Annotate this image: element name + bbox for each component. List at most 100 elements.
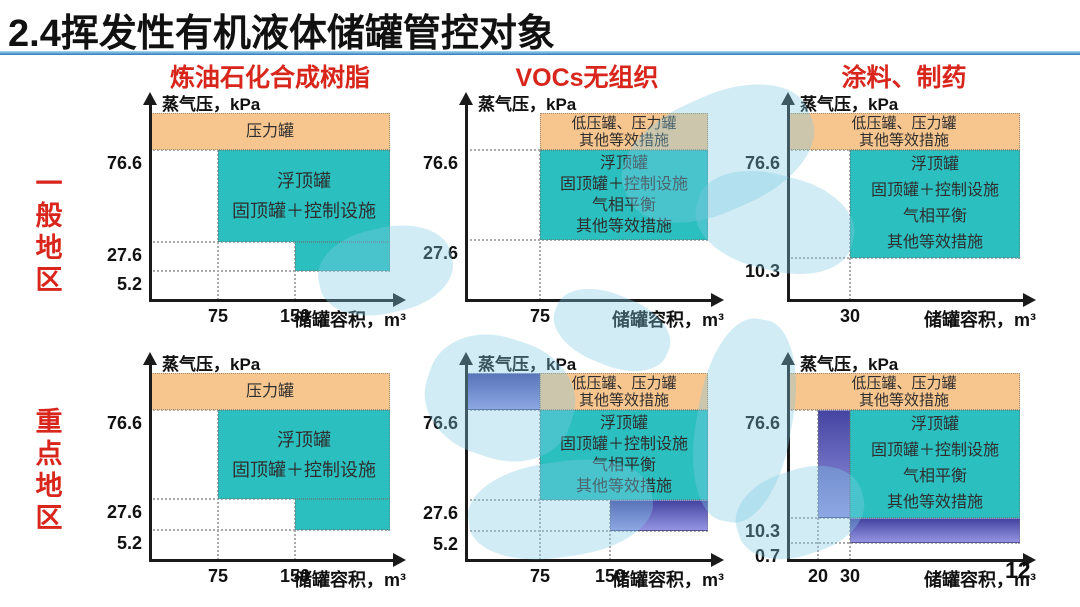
y-axis-label: 蒸气压，kPa xyxy=(162,95,261,114)
region-label-line: 气相平衡 xyxy=(902,208,967,225)
y-tick-label: 10.3 xyxy=(744,521,780,541)
gridline-10.3-kpa xyxy=(788,257,1020,259)
y-axis-arrow xyxy=(781,352,795,365)
region-label-line: 压力罐 xyxy=(245,382,294,400)
y-axis xyxy=(465,102,468,302)
gridline-5.2-kpa xyxy=(466,530,708,532)
region-label-line: 浮顶罐 xyxy=(599,415,648,432)
x-tick-label: 150 xyxy=(594,566,626,586)
y-tick-label: 27.6 xyxy=(422,243,458,263)
y-tick-label: 5.2 xyxy=(116,274,142,294)
region-label-line: 其他等效措施 xyxy=(575,478,672,495)
y-axis-label: 蒸气压，kPa xyxy=(478,355,577,374)
y-tick-label: 76.6 xyxy=(422,153,458,173)
x-axis-label: 储罐容积，m³ xyxy=(924,570,1036,590)
gridline-27.6-kpa xyxy=(150,241,390,243)
region-label-line: 低压罐、压力罐 xyxy=(571,374,677,392)
x-axis-arrow xyxy=(393,293,406,307)
x-axis xyxy=(787,559,1025,562)
region-pressure-tank-zone: 低压罐、压力罐 其他等效措施 xyxy=(788,113,1020,150)
region-floating-roof-zone: 浮顶罐固顶罐＋控制设施 xyxy=(218,150,390,242)
y-tick-label: 76.6 xyxy=(744,153,780,173)
x-axis-arrow xyxy=(393,553,406,567)
y-axis-arrow xyxy=(459,352,473,365)
y-axis xyxy=(465,362,468,562)
region-label-line: 低压罐、压力罐 xyxy=(851,374,957,392)
x-axis-label: 储罐容积，m³ xyxy=(294,570,406,590)
region-label-line: 气相平衡 xyxy=(591,197,656,214)
x-tick-label: 75 xyxy=(529,566,551,586)
x-tick-label: 150 xyxy=(279,306,311,326)
region-label-line: 压力罐 xyxy=(245,122,294,140)
y-axis-arrow xyxy=(459,92,473,105)
column-header-refining: 炼油石化合成树脂 xyxy=(169,64,370,92)
x-axis-arrow xyxy=(711,553,724,567)
region-label-line: 其他等效措施 xyxy=(886,494,983,511)
y-tick-label: 5.2 xyxy=(116,533,142,553)
x-axis-arrow xyxy=(711,293,724,307)
region-enhanced-control-zone xyxy=(610,500,708,531)
region-pressure-tank-zone: 压力罐 xyxy=(150,113,390,150)
gridline-27.6-kpa xyxy=(466,499,708,501)
page-number: 12 xyxy=(1005,557,1031,583)
region-floating-roof-zone: 浮顶罐固顶罐＋控制设施 xyxy=(218,410,390,499)
region-label-line: 低压罐、压力罐 xyxy=(571,114,677,132)
y-tick-label: 76.6 xyxy=(422,413,458,433)
y-axis-arrow xyxy=(143,92,157,105)
y-axis-label: 蒸气压，kPa xyxy=(478,95,577,114)
y-axis-label: 蒸气压，kPa xyxy=(162,355,261,374)
y-tick-label: 0.7 xyxy=(754,546,780,566)
x-tick-label: 20 xyxy=(807,566,829,586)
y-tick-label: 27.6 xyxy=(422,503,458,523)
region-label-line: 其他等效措施 xyxy=(886,234,983,251)
page-title: 2.4挥发性有机液体储罐管控对象 xyxy=(8,13,555,55)
y-axis-label: 蒸气压，kPa xyxy=(800,355,899,374)
region-label-line: 其他等效措施 xyxy=(578,391,669,409)
region-label-line: 低压罐、压力罐 xyxy=(851,114,957,132)
region-floating-roof-zone: 浮顶罐 固顶罐＋控制设施 气相平衡 其他等效措施 xyxy=(850,150,1020,258)
region-floating-roof-zone: 浮顶罐 固顶罐＋控制设施 气相平衡 其他等效措施 xyxy=(540,150,708,240)
x-axis xyxy=(149,299,395,302)
region-floating-roof-zone: 浮顶罐固顶罐＋控制设施 气相平衡其他等效措施 xyxy=(540,410,708,500)
region-label-line: 其他等效措施 xyxy=(578,131,669,149)
y-axis xyxy=(787,102,790,302)
region-label-line: 浮顶罐 xyxy=(599,155,648,172)
y-tick-label: 27.6 xyxy=(106,245,142,265)
region-label-line: 浮顶罐 xyxy=(277,429,331,450)
region-enhanced-control-zone xyxy=(818,410,850,518)
region-floating-roof-zone-step xyxy=(295,499,390,530)
region-label-line: 气相平衡 xyxy=(591,457,656,474)
x-tick-label: 30 xyxy=(839,306,861,326)
gridline-0.7-kpa xyxy=(788,542,1020,544)
y-axis xyxy=(149,102,152,302)
gridline-27.6-kpa xyxy=(466,239,708,241)
y-axis-label: 蒸气压，kPa xyxy=(800,95,899,114)
x-tick-label: 75 xyxy=(529,306,551,326)
x-axis-arrow xyxy=(1023,293,1036,307)
x-tick-label: 75 xyxy=(207,566,229,586)
region-label-line: 固顶罐＋控制设施 xyxy=(559,436,688,453)
column-header-vocs: VOCs无组织 xyxy=(515,64,659,92)
gridline-5.2-kpa xyxy=(150,270,390,272)
x-tick-label: 75 xyxy=(207,306,229,326)
y-tick-label: 27.6 xyxy=(106,502,142,522)
y-axis xyxy=(149,362,152,562)
column-header-coating: 涂料、制药 xyxy=(841,64,967,92)
region-pressure-tank-zone: 压力罐 xyxy=(150,373,390,410)
region-label-line: 固顶罐＋控制设施 xyxy=(232,459,376,480)
y-tick-label: 76.6 xyxy=(744,413,780,433)
x-tick-label: 30 xyxy=(839,566,861,586)
y-axis xyxy=(787,362,790,562)
region-label-line: 固顶罐＋控制设施 xyxy=(232,201,376,221)
x-axis-arrow xyxy=(1023,553,1036,567)
x-tick-label: 150 xyxy=(279,566,311,586)
region-label-line: 其他等效措施 xyxy=(575,218,672,235)
y-tick-label: 5.2 xyxy=(432,534,458,554)
x-axis-label: 储罐容积，m³ xyxy=(924,310,1036,330)
region-pressure-tank-zone: 低压罐、压力罐 其他等效措施 xyxy=(540,113,708,150)
x-axis xyxy=(787,299,1025,302)
region-label-line: 浮顶罐 xyxy=(277,171,331,191)
x-axis xyxy=(149,559,395,562)
